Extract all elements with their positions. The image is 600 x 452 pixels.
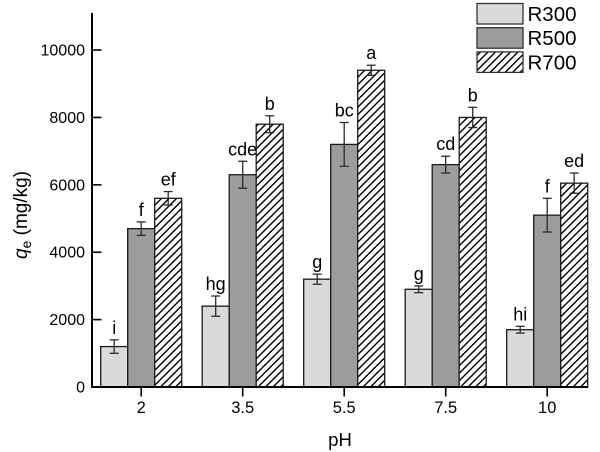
legend-swatch-r700 <box>476 51 524 74</box>
y-tick-label: 4000 <box>49 245 85 262</box>
significance-letter: g <box>312 252 322 272</box>
significance-letter: hg <box>206 274 226 294</box>
error-bar <box>238 160 248 189</box>
x-tick-label: 10 <box>538 399 556 417</box>
error-bar <box>414 285 424 294</box>
x-tick-label: 3.5 <box>231 399 254 417</box>
bar-r700-ph5.5 <box>357 69 386 388</box>
x-tick-label: 7.5 <box>434 399 457 417</box>
significance-letter: hi <box>513 304 527 324</box>
significance-letter: ed <box>564 151 584 171</box>
error-bar <box>109 339 119 354</box>
y-axis-title: qe (mg/kg) <box>11 171 34 259</box>
bar-r500-ph2 <box>127 227 156 388</box>
y-tick-label: 6000 <box>49 177 85 194</box>
error-bar <box>265 115 275 134</box>
x-axis-title: pH <box>328 429 352 450</box>
bar-r500-ph7.5 <box>431 163 460 388</box>
significance-letter: f <box>139 200 145 220</box>
legend-swatch-r300 <box>476 2 524 25</box>
error-bar <box>468 106 478 129</box>
y-tick-label: 2000 <box>49 312 85 329</box>
significance-letter: bc <box>335 101 354 121</box>
bar-r300-ph10 <box>506 329 535 388</box>
x-tick-label: 2 <box>137 399 146 417</box>
bar-r500-ph5.5 <box>330 143 359 388</box>
error-bar <box>136 221 146 237</box>
bar-r700-ph7.5 <box>458 116 487 388</box>
error-bar <box>163 190 173 206</box>
x-tick-label: 5.5 <box>333 399 356 417</box>
error-bar <box>542 197 552 233</box>
error-bar <box>211 295 221 317</box>
legend-label-r300: R300 <box>528 3 577 26</box>
significance-letter: b <box>468 85 478 105</box>
significance-letter: g <box>414 264 424 284</box>
bar-r500-ph3.5 <box>228 174 257 388</box>
significance-letter: cd <box>436 134 455 154</box>
significance-letter: cde <box>228 139 257 159</box>
significance-letter: i <box>112 318 116 338</box>
legend-swatch-r500 <box>476 27 524 49</box>
y-tick-label: 10000 <box>41 43 86 60</box>
legend-label-r700: R700 <box>528 51 577 74</box>
bar-r300-ph7.5 <box>404 288 433 388</box>
error-bar <box>339 121 349 167</box>
y-tick-label: 0 <box>76 380 85 397</box>
bar-r700-ph3.5 <box>255 123 284 388</box>
significance-letter: ef <box>161 170 177 190</box>
bar-r700-ph2 <box>154 197 183 388</box>
error-bar <box>441 155 451 174</box>
bar-r300-ph3.5 <box>201 305 230 388</box>
error-bar <box>312 273 322 285</box>
legend-label-r500: R500 <box>528 27 577 50</box>
significance-letter: a <box>366 43 377 63</box>
error-bar <box>515 325 525 334</box>
significance-letter: b <box>265 94 275 114</box>
error-bar <box>569 172 579 194</box>
bar-r500-ph10 <box>533 214 562 388</box>
bar-r300-ph5.5 <box>303 278 332 388</box>
bar-r700-ph10 <box>560 182 589 388</box>
significance-letter: f <box>545 176 551 196</box>
error-bar <box>366 64 376 76</box>
y-tick-label: 8000 <box>49 110 85 127</box>
